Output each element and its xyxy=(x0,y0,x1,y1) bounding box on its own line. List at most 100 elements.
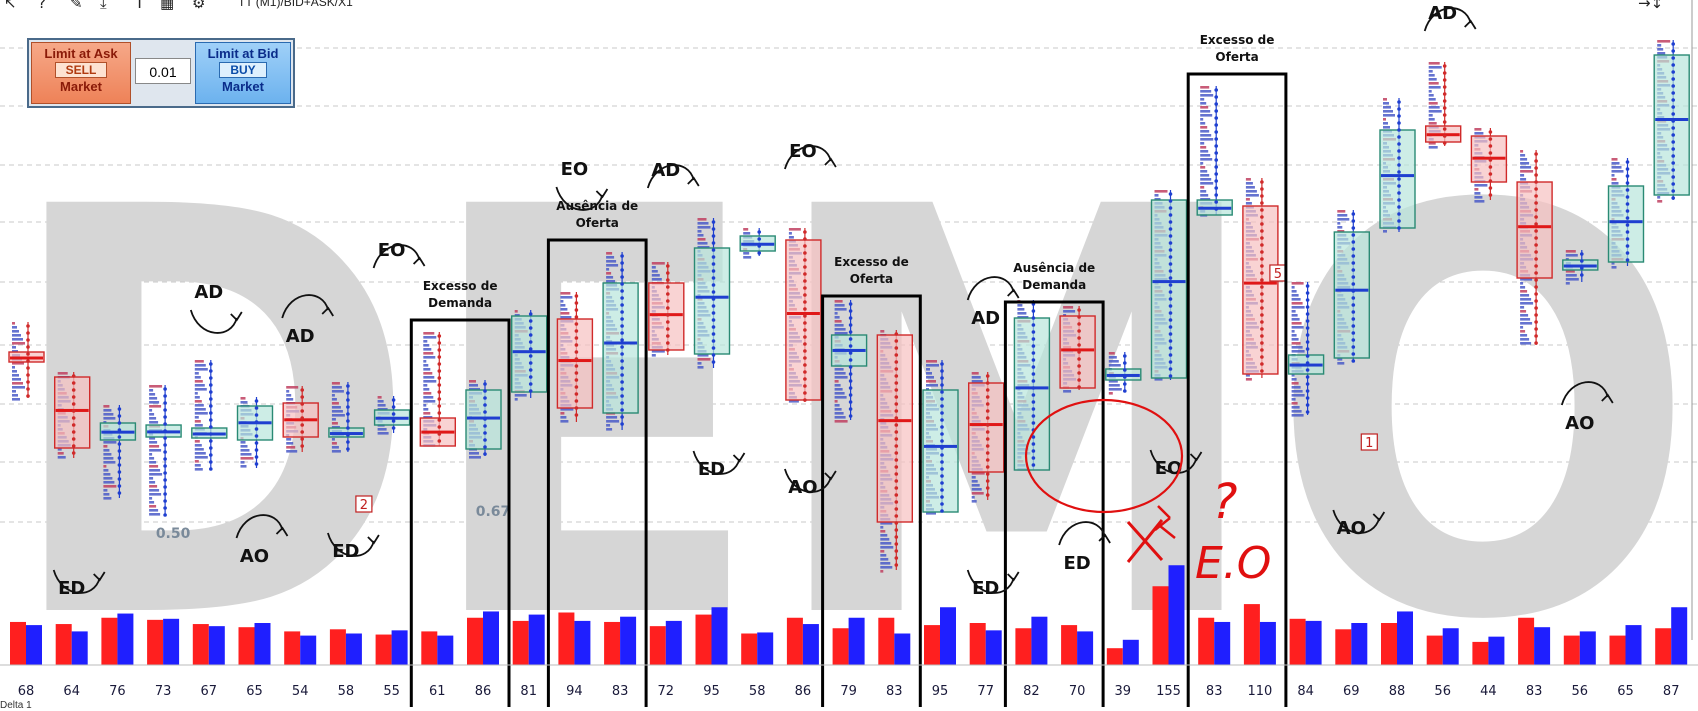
footprint-row xyxy=(57,456,66,459)
wick-dot xyxy=(940,460,944,464)
zone-label: Oferta xyxy=(1215,50,1258,64)
wick-dot xyxy=(1534,236,1538,240)
footprint-row xyxy=(1200,166,1206,169)
wick-dot xyxy=(711,311,716,315)
volume-ask-bar xyxy=(757,632,774,665)
wick-dot xyxy=(1625,167,1630,171)
annotation-label: AD xyxy=(286,326,315,347)
candle-body xyxy=(1516,181,1553,279)
wick-dot xyxy=(1488,144,1493,148)
volume-label: 82 xyxy=(1023,684,1040,699)
wick-dot xyxy=(1534,271,1538,275)
wick-dot xyxy=(1671,154,1675,158)
footprint-row xyxy=(103,465,107,468)
gear-icon[interactable]: ⚙ xyxy=(192,0,206,12)
wick-dot xyxy=(1260,355,1264,359)
footprint-row xyxy=(1383,230,1387,233)
annotation-arrow-head xyxy=(1007,571,1020,582)
buy-button[interactable]: Limit at Bid BUY Market xyxy=(195,42,291,104)
footprint-row xyxy=(1291,286,1295,289)
sell-button[interactable]: Limit at Ask SELL Market xyxy=(31,42,131,104)
wick-dot xyxy=(1488,179,1493,183)
wick-dot xyxy=(894,416,899,420)
footprint-row xyxy=(286,450,298,453)
footprint-row xyxy=(149,513,161,516)
quantity-input[interactable]: 0.01 xyxy=(135,58,191,84)
wick-dot xyxy=(1488,151,1493,155)
wick-dot xyxy=(1168,255,1173,259)
candle-number-box xyxy=(1360,433,1378,451)
draw-icon[interactable]: ✎ xyxy=(70,0,83,12)
candle xyxy=(1562,250,1599,285)
wick-dot xyxy=(483,445,487,449)
wick-dot xyxy=(620,289,624,293)
annotation-arrow-head xyxy=(732,452,746,463)
footprint-row xyxy=(1383,98,1387,101)
wick-dot xyxy=(1260,292,1264,296)
footprint-row xyxy=(697,230,702,233)
wick-dot xyxy=(711,339,716,343)
wick-dot xyxy=(574,329,579,333)
wick-dot xyxy=(346,419,350,423)
annotation-arrow xyxy=(189,309,238,334)
volume-label: 64 xyxy=(63,684,80,699)
wick-dot xyxy=(1397,163,1401,167)
wick-dot xyxy=(1625,195,1630,199)
text-icon[interactable]: T xyxy=(135,0,145,12)
cursor-icon[interactable]: ↖ xyxy=(4,0,17,12)
wick-dot xyxy=(1168,241,1173,245)
candle xyxy=(191,360,228,471)
help-icon[interactable]: ? xyxy=(38,0,46,12)
footprint-row xyxy=(1200,170,1208,173)
wick-dot xyxy=(1214,130,1218,134)
footprint-row xyxy=(1520,298,1532,301)
footprint-row xyxy=(834,304,845,307)
wick-dot xyxy=(528,354,533,358)
footprint-row xyxy=(1291,306,1305,309)
footprint-row xyxy=(1611,162,1620,165)
footprint-row xyxy=(194,464,201,467)
wick-dot xyxy=(711,234,716,238)
footprint-row xyxy=(149,477,154,480)
wick-dot xyxy=(1671,84,1675,88)
volume-ask-bar xyxy=(528,614,545,665)
footprint-row xyxy=(423,344,430,347)
wick-dot xyxy=(1260,187,1264,191)
wick-dot xyxy=(711,269,716,273)
wick-dot xyxy=(117,456,122,460)
footprint-row xyxy=(240,441,246,444)
wick-dot xyxy=(483,410,487,414)
volume-ask-bar xyxy=(26,625,42,665)
wick-dot xyxy=(894,528,899,532)
footprint-row xyxy=(149,469,161,472)
wick-dot xyxy=(1031,337,1036,341)
wick-dot xyxy=(894,381,899,385)
wick-dot xyxy=(1260,201,1264,205)
wick-dot xyxy=(894,423,899,427)
volume-ask-bar xyxy=(985,630,1002,665)
wick-dot xyxy=(1260,320,1264,324)
poc-marker xyxy=(1243,281,1277,285)
wick-dot xyxy=(803,293,807,297)
wick-dot xyxy=(1351,261,1356,265)
footprint-row xyxy=(1520,150,1524,153)
volume-bid-bar xyxy=(1152,586,1169,665)
footprint-row xyxy=(651,278,662,281)
footprint-row xyxy=(560,316,572,319)
wick-dot xyxy=(1168,346,1173,350)
volume-bid-bar xyxy=(558,612,575,665)
candle xyxy=(1653,40,1690,203)
wick-dot xyxy=(894,339,899,343)
candle xyxy=(1516,150,1553,345)
wick-dot xyxy=(437,341,442,345)
annotation-arrow-head xyxy=(1464,19,1477,30)
footprint-row xyxy=(1108,380,1118,383)
download-icon[interactable]: ⤓ xyxy=(100,0,107,12)
wick-dot xyxy=(1671,56,1675,60)
wick-dot xyxy=(1305,403,1310,407)
arrows-icon[interactable]: →↕ xyxy=(1638,0,1664,12)
wick-dot xyxy=(163,464,167,468)
image-icon[interactable]: ▦ xyxy=(160,0,175,12)
wick-dot xyxy=(163,415,167,419)
